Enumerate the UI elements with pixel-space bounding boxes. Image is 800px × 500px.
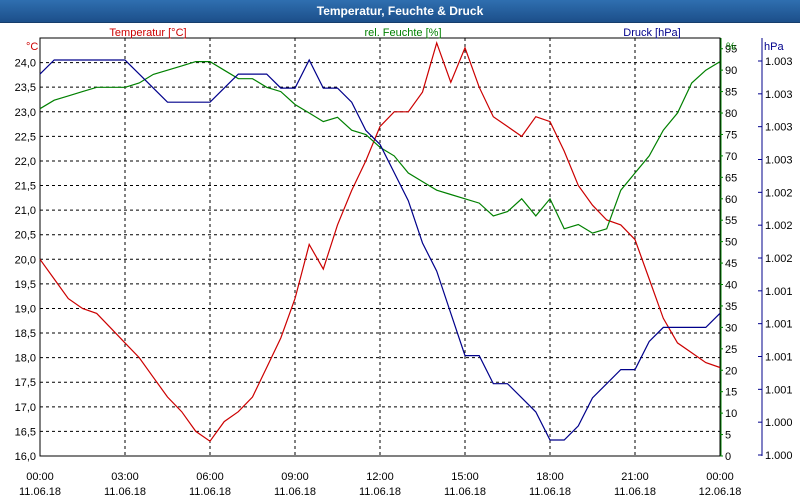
pressure-tick-label: 1.003 [765, 56, 793, 68]
pressure-tick-label: 1.001 [765, 352, 793, 364]
temperature-tick-label: 22,0 [15, 156, 36, 168]
x-tick-date: 11.06.18 [19, 486, 61, 498]
humidity-tick-label: 0 [725, 451, 731, 463]
temperature-tick-label: 21,5 [15, 181, 36, 193]
temperature-tick-label: 19,0 [15, 303, 36, 315]
pressure-tick-label: 1.003 [765, 89, 793, 101]
humidity-tick-label: 20 [725, 365, 737, 377]
x-tick-date: 11.06.18 [444, 486, 486, 498]
x-tick-time: 03:00 [111, 471, 139, 483]
humidity-tick-label: 40 [725, 280, 737, 292]
x-tick-date: 11.06.18 [529, 486, 571, 498]
temperature-tick-label: 19,5 [15, 279, 36, 291]
pressure-unit: hPa [764, 41, 784, 53]
pressure-tick-label: 1.003 [765, 122, 793, 134]
humidity-tick-label: 70 [725, 151, 737, 163]
series-lines [39, 40, 721, 443]
series-line-pressure [39, 58, 721, 441]
humidity-tick-label: 50 [725, 237, 737, 249]
axis-labels: Temperatur [°C] rel. Feuchte [%] Druck [hP… [26, 27, 784, 53]
humidity-tick-label: 85 [725, 87, 737, 99]
x-tick-date: 11.06.18 [614, 486, 656, 498]
chart-title: Temperatur, Feuchte & Druck [316, 4, 484, 18]
temperature-tick-label: 18,0 [15, 353, 36, 365]
temperature-tick-label: 24,0 [15, 58, 36, 70]
temperature-tick-label: 17,5 [15, 377, 36, 389]
pressure-tick-label: 1.001 [765, 384, 793, 396]
humidity-tick-label: 90 [725, 65, 737, 77]
humidity-tick-label: 10 [725, 408, 737, 420]
pressure-tick-label: 1.002 [765, 253, 793, 265]
temperature-axis-label: Temperatur [°C] [109, 27, 186, 39]
x-tick-time: 21:00 [621, 471, 649, 483]
x-tick-time: 18:00 [536, 471, 564, 483]
humidity-tick-label: 45 [725, 258, 737, 270]
x-tick-time: 00:00 [26, 471, 54, 483]
x-tick-date: 11.06.18 [274, 486, 316, 498]
x-tick-time: 00:00 [706, 471, 734, 483]
humidity-tick-label: 30 [725, 322, 737, 334]
humidity-unit: % [726, 41, 736, 53]
pressure-tick-label: 1.002 [765, 220, 793, 232]
temperature-tick-label: 20,5 [15, 230, 36, 242]
x-tick-date: 11.06.18 [359, 486, 401, 498]
humidity-tick-label: 60 [725, 194, 737, 206]
x-tick-date: 11.06.18 [104, 486, 146, 498]
humidity-tick-label: 35 [725, 301, 737, 313]
humidity-axis-label: rel. Feuchte [%] [364, 27, 441, 39]
title-bar [0, 0, 800, 23]
pressure-axis-label: Druck [hPa] [623, 27, 680, 39]
pressure-tick-label: 1.000 [765, 450, 793, 462]
temperature-tick-label: 16,0 [15, 451, 36, 463]
temperature-unit: °C [26, 41, 38, 53]
axes: 16,0 16,5 17,0 17,5 18,0 18,5 19,0 19,5 20,0 20,5… [15, 38, 793, 498]
humidity-tick-label: 95 [725, 44, 737, 56]
temperature-tick-label: 23,5 [15, 82, 36, 94]
temperature-tick-label: 23,0 [15, 107, 36, 119]
pressure-tick-label: 1.001 [765, 319, 793, 331]
pressure-tick-label: 1.001 [765, 286, 793, 298]
humidity-tick-label: 25 [725, 344, 737, 356]
x-tick-date: 12.06.18 [699, 486, 742, 498]
series-line-temperature [39, 40, 721, 443]
pressure-tick-label: 1.000 [765, 417, 793, 429]
temperature-tick-label: 17,0 [15, 402, 36, 414]
grid [40, 38, 720, 457]
humidity-tick-label: 5 [725, 430, 731, 442]
temperature-tick-label: 16,5 [15, 426, 36, 438]
temperature-tick-label: 18,5 [15, 328, 36, 340]
humidity-tick-label: 55 [725, 215, 737, 227]
x-tick-time: 15:00 [451, 471, 479, 483]
series-line-humidity [39, 60, 721, 234]
pressure-tick-label: 1.003 [765, 155, 793, 167]
temperature-tick-label: 22,5 [15, 131, 36, 143]
humidity-tick-label: 65 [725, 172, 737, 184]
temperature-tick-label: 20,0 [15, 254, 36, 266]
humidity-tick-label: 80 [725, 108, 737, 120]
x-tick-time: 09:00 [281, 471, 309, 483]
temperature-tick-label: 21,0 [15, 205, 36, 217]
humidity-tick-label: 15 [725, 387, 737, 399]
x-tick-time: 12:00 [366, 471, 394, 483]
pressure-tick-label: 1.002 [765, 187, 793, 199]
x-tick-date: 11.06.18 [189, 486, 231, 498]
humidity-tick-label: 75 [725, 129, 737, 141]
x-tick-time: 06:00 [196, 471, 224, 483]
